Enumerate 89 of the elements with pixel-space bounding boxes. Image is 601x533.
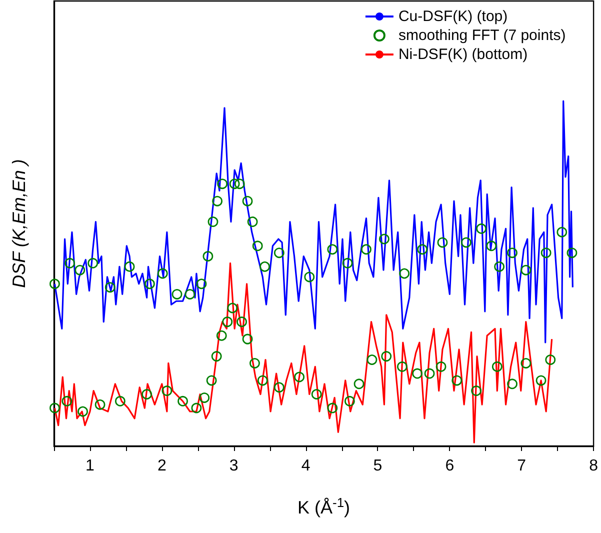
point xyxy=(486,240,497,252)
point xyxy=(397,361,408,372)
point xyxy=(124,261,135,272)
point xyxy=(366,354,378,365)
point xyxy=(436,361,446,372)
point xyxy=(144,278,155,290)
legend-label: smoothing FFT (7 points) xyxy=(398,27,566,44)
point xyxy=(50,278,60,290)
x-tick-label: 8 xyxy=(589,458,598,474)
point xyxy=(216,330,227,341)
point xyxy=(172,289,182,300)
point xyxy=(311,389,322,400)
point xyxy=(540,248,552,258)
x-tick-label: 7 xyxy=(517,458,526,474)
x-tick-label: 6 xyxy=(445,458,454,474)
point xyxy=(62,396,72,406)
point xyxy=(236,316,247,328)
point xyxy=(184,289,196,300)
point xyxy=(452,375,462,386)
point xyxy=(157,268,168,279)
point xyxy=(437,237,448,248)
point xyxy=(304,272,315,282)
point xyxy=(208,216,218,227)
point xyxy=(424,368,435,379)
point xyxy=(494,261,505,272)
x-tick-label: 2 xyxy=(157,458,166,474)
point xyxy=(566,248,578,258)
point xyxy=(507,378,518,390)
point xyxy=(327,402,338,414)
point xyxy=(242,196,253,206)
point xyxy=(162,386,172,396)
point xyxy=(114,396,126,406)
point xyxy=(417,244,428,255)
point xyxy=(294,372,305,382)
point xyxy=(412,368,422,379)
point xyxy=(234,178,245,190)
x-tick-label: 1 xyxy=(86,458,95,474)
x-tick-label: 4 xyxy=(301,458,310,474)
point xyxy=(74,264,86,276)
point xyxy=(342,258,353,268)
point xyxy=(94,399,106,410)
point xyxy=(202,251,214,262)
point xyxy=(64,258,76,268)
point xyxy=(492,361,502,372)
point xyxy=(142,389,152,400)
point xyxy=(50,402,60,414)
point xyxy=(476,223,487,234)
point xyxy=(104,282,116,293)
point xyxy=(78,406,88,417)
point xyxy=(229,178,240,190)
point xyxy=(536,375,546,386)
point xyxy=(379,234,390,244)
point xyxy=(222,316,233,328)
point xyxy=(399,268,410,279)
point xyxy=(556,226,568,238)
point xyxy=(191,402,202,414)
point xyxy=(260,261,270,272)
point xyxy=(88,258,98,268)
x-tick-label: 5 xyxy=(373,458,382,474)
point xyxy=(178,396,188,406)
point xyxy=(461,237,472,248)
point xyxy=(520,358,532,368)
point xyxy=(274,248,284,258)
point xyxy=(354,378,364,390)
point xyxy=(520,264,532,276)
point xyxy=(196,278,207,290)
point xyxy=(242,334,253,344)
legend-label: Ni-DSF(K) (bottom) xyxy=(398,46,528,63)
point xyxy=(361,244,372,255)
y-axis-title: DSF (K,Em,En ) xyxy=(9,159,29,288)
point xyxy=(344,396,355,406)
point xyxy=(471,386,482,396)
legend-label: Cu-DSF(K) (top) xyxy=(398,8,508,25)
point xyxy=(257,375,268,386)
point xyxy=(252,240,263,252)
point xyxy=(507,248,518,258)
point xyxy=(274,382,284,393)
point xyxy=(199,392,210,403)
point xyxy=(250,358,260,368)
point xyxy=(212,196,223,206)
point xyxy=(381,351,392,362)
x-tick-label: 3 xyxy=(229,458,238,474)
point xyxy=(206,375,217,386)
point xyxy=(545,354,556,365)
point xyxy=(217,178,228,190)
point xyxy=(247,216,258,227)
point xyxy=(227,302,238,314)
point xyxy=(327,244,338,255)
point xyxy=(211,351,222,362)
